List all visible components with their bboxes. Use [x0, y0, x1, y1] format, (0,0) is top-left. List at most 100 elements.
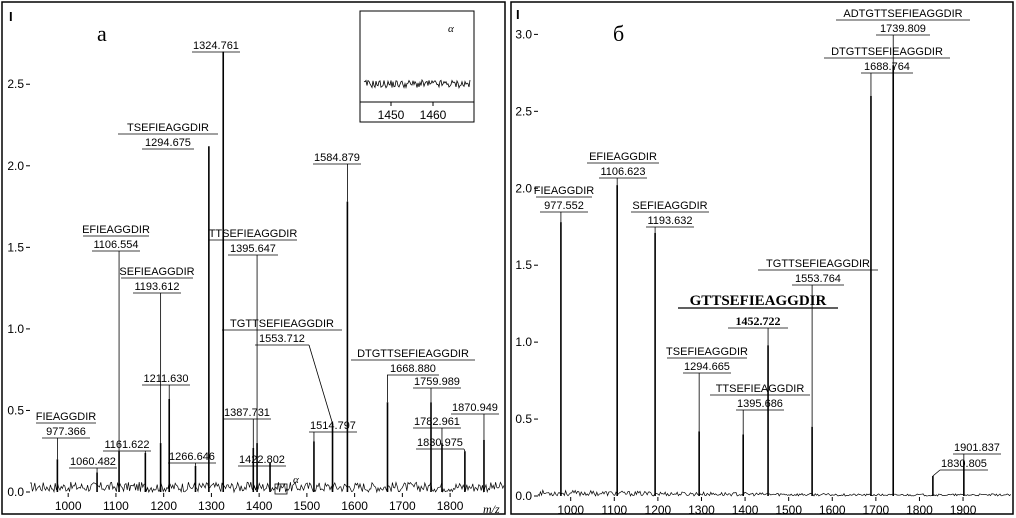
peptide-label: TTSEFIEAGGDIR [716, 383, 805, 395]
peptide-label: GTTSEFIEAGGDIR [690, 293, 827, 309]
panel-b-y-axis-label: I [516, 7, 520, 22]
panel-b-baseline-noise [537, 488, 1012, 498]
mass-label: 1060.482 [70, 456, 116, 468]
mass-label: 1759.989 [414, 376, 460, 388]
y-tick-label: 1.5 [515, 258, 532, 272]
x-tick-label: 1800 [906, 503, 933, 517]
mass-label: 1211.630 [143, 373, 188, 385]
inset-source-marker-label: α [293, 474, 299, 486]
x-tick-label: 1500 [294, 499, 321, 513]
y-tick-label: 0.5 [515, 412, 532, 426]
peptide-label: FIEAGGDIR [36, 411, 97, 423]
peptide-label: TGTTSEFIEAGGDIR [230, 318, 334, 330]
panel-b-annotations: FIEAGGDIR 977.552 EFIEAGGDIR 1106.623 SEFIEA… [534, 8, 1001, 477]
x-tick-label: 1200 [645, 503, 672, 517]
peptide-label: SEFIEAGGDIR [119, 266, 194, 278]
x-tick-label: 1700 [863, 503, 890, 517]
mass-label: 1870.949 [452, 402, 498, 414]
panel-b-peaks [560, 65, 965, 496]
mass-label: 1387.731 [224, 407, 270, 419]
inset-noise-trace [363, 78, 471, 90]
panel-a-y-ticks: 0.0 0.5 1.0 1.5 2.0 2.5 [7, 77, 30, 499]
panel-b-letter: б [613, 21, 624, 46]
panel-a-letter: а [97, 21, 107, 46]
peptide-label: TSEFIEAGGDIR [666, 346, 748, 358]
panel-a-annotations: FIEAGGDIR 977.366 1060.482 EFIEAGGDIR 1106.5… [36, 40, 499, 473]
panel-b: I б 0.0 0.5 1.0 1.5 2.0 2.5 3.0 1000 1100 1200 13… [510, 1, 1014, 517]
y-tick-label: 0.5 [7, 403, 24, 417]
mass-label: 1395.647 [230, 243, 276, 255]
leader-line [932, 469, 941, 477]
mass-label: 1106.554 [93, 239, 138, 251]
panel-a-inset: α 1450 1460 [359, 10, 475, 123]
peptide-label: EFIEAGGDIR [82, 224, 150, 236]
mass-label: 977.366 [46, 426, 86, 438]
inset-source-marker [274, 483, 288, 495]
peptide-label: EFIEAGGDIR [589, 151, 657, 163]
x-tick-label: 1100 [103, 499, 129, 513]
mass-label: 1830.975 [417, 437, 463, 449]
panel-b-x-ticks: 1000 1100 1200 1300 1400 1500 1600 1700 1800 1900 [557, 497, 977, 517]
mass-label: 1782.961 [414, 416, 460, 428]
y-tick-label: 0.0 [515, 489, 532, 503]
peptide-label: DTGTTSEFIEAGGDIR [831, 46, 943, 58]
mass-label: 1266.646 [169, 451, 215, 463]
panel-a-x-ticks: 1000 1100 1200 1300 1400 1500 1600 1700 1800 [55, 493, 464, 513]
panel-a-x-axis-label: m/z [483, 502, 500, 516]
x-tick-label: 1300 [688, 503, 715, 517]
panel-b-y-ticks: 0.0 0.5 1.0 1.5 2.0 2.5 3.0 [515, 27, 538, 503]
peptide-label: TSEFIEAGGDIR [127, 122, 209, 134]
mass-label: 1553.764 [795, 273, 841, 285]
y-tick-label: 1.5 [7, 240, 24, 254]
panel-a-frame [1, 1, 506, 515]
x-tick-label: 1100 [601, 503, 627, 517]
mass-label: 1830.805 [941, 458, 987, 470]
mass-label: 1193.612 [134, 281, 179, 293]
y-tick-label: 1.0 [7, 322, 24, 336]
mass-label: 1668.880 [390, 363, 436, 375]
mass-label: 1193.632 [647, 215, 692, 227]
mass-label: 1688.764 [864, 61, 910, 73]
mass-label: 1514.797 [310, 420, 356, 432]
mass-label: 977.552 [544, 200, 584, 212]
x-tick-label: 1300 [198, 499, 225, 513]
x-tick-label: 1000 [557, 503, 584, 517]
peptide-label: ADTGTTSEFIEAGGDIR [843, 8, 962, 20]
mass-label: 1584.879 [314, 152, 360, 164]
y-tick-label: 2.0 [7, 159, 24, 173]
peptide-label: TTSEFIEAGGDIR [209, 228, 298, 240]
mass-label: 1106.623 [600, 166, 645, 178]
peptide-label: DTGTTSEFIEAGGDIR [357, 348, 469, 360]
mass-label: 1553.712 [259, 333, 305, 345]
leader-line [463, 448, 466, 452]
mass-label: 1739.809 [880, 23, 926, 35]
x-tick-label: 1600 [819, 503, 846, 517]
x-tick-label: 1000 [55, 499, 82, 513]
y-tick-label: 2.5 [7, 77, 24, 91]
y-tick-label: 3.0 [515, 27, 532, 41]
panel-b-frame [510, 1, 1014, 515]
peptide-label: TGTTSEFIEAGGDIR [766, 258, 870, 270]
panel-a-y-axis-label: I [9, 9, 13, 24]
mass-label: 1161.622 [104, 439, 149, 451]
panel-a-baseline-noise [29, 481, 505, 494]
mass-label: 1324.761 [193, 40, 239, 52]
leader-line [308, 344, 333, 424]
y-tick-label: 2.5 [515, 104, 532, 118]
x-tick-label: 1400 [246, 499, 273, 513]
x-tick-label: 1700 [389, 499, 416, 513]
peptide-label: SEFIEAGGDIR [632, 200, 707, 212]
mass-label: 1901.837 [954, 442, 1000, 454]
mass-label: 1294.675 [145, 137, 191, 149]
inset-label: α [448, 23, 454, 35]
panel-a: I а m/z 0.00.51.01.52.02.5 1000 1100 1200 1… [1, 1, 506, 516]
x-tick-label: 1900 [950, 503, 977, 517]
peptide-label: FIEAGGDIR [534, 185, 595, 197]
y-tick-label: 2.0 [515, 181, 532, 195]
mass-label: 1395.686 [737, 398, 783, 410]
mass-label: 1452.722 [736, 314, 781, 328]
x-tick-label: 1800 [437, 499, 464, 513]
x-tick-label: 1600 [341, 499, 368, 513]
mass-label: 1422.802 [239, 454, 285, 466]
